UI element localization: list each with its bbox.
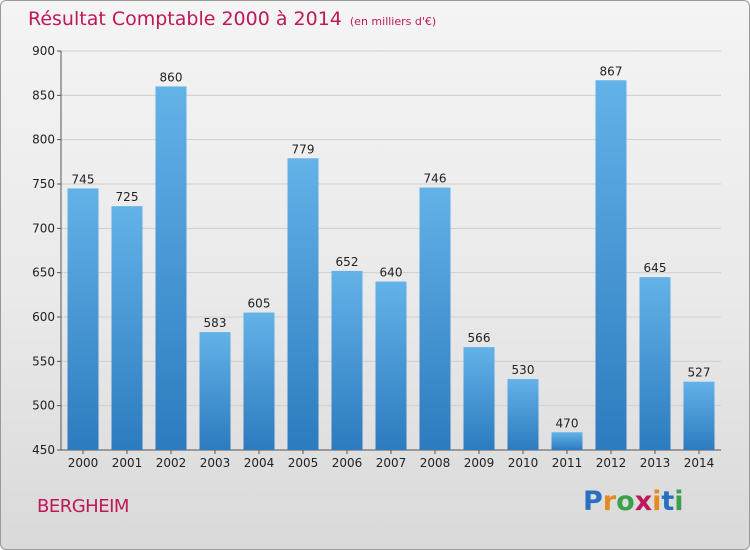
bar	[683, 381, 715, 450]
y-tick-label: 700	[32, 221, 55, 235]
logo-letter: o	[616, 486, 635, 517]
logo-letter: i	[652, 486, 662, 517]
proxiti-logo[interactable]: Proxiti	[583, 486, 684, 517]
y-tick-label: 650	[32, 266, 55, 280]
data-label: 652	[336, 255, 359, 269]
logo-letter: r	[602, 486, 617, 517]
logo-letter: t	[661, 486, 675, 517]
plot-area: 450 500 550 600 650 700 750 800 850 900 745 2000 725…	[32, 44, 721, 470]
data-label: 867	[600, 64, 623, 78]
data-label: 645	[644, 261, 667, 275]
x-tick-label: 2005	[288, 456, 319, 470]
x-tick-label: 2008	[420, 456, 451, 470]
x-tick-label: 2011	[552, 456, 583, 470]
x-tick-label: 2002	[156, 456, 187, 470]
bar	[331, 270, 363, 450]
bar	[243, 312, 275, 450]
data-label: 566	[468, 331, 491, 345]
logo-letter: i	[674, 486, 684, 517]
data-label: 745	[72, 172, 95, 186]
bar	[551, 432, 583, 450]
data-label: 470	[556, 416, 579, 430]
bar	[375, 281, 407, 450]
commune-name: BERGHEIM	[37, 496, 129, 517]
x-tick-label: 2003	[200, 456, 231, 470]
y-tick-label: 750	[32, 177, 55, 191]
x-tick-label: 2004	[244, 456, 275, 470]
bar	[419, 187, 451, 450]
y-tick-label: 450	[32, 443, 55, 457]
y-tick-label: 500	[32, 399, 55, 413]
x-tick-label: 2007	[376, 456, 407, 470]
bar	[595, 80, 627, 450]
bar	[155, 86, 187, 450]
y-tick-label: 800	[32, 133, 55, 147]
logo-letter: x	[634, 486, 653, 517]
logo-letter: P	[583, 486, 603, 517]
data-label: 725	[116, 190, 139, 204]
data-label: 746	[424, 172, 447, 186]
y-tick-label: 550	[32, 354, 55, 368]
bar	[507, 379, 539, 450]
data-label: 583	[204, 316, 227, 330]
bar	[463, 347, 495, 450]
x-tick-label: 2014	[684, 456, 715, 470]
x-tick-label: 2010	[508, 456, 539, 470]
data-label: 605	[248, 297, 271, 311]
bar	[287, 158, 319, 450]
bar	[67, 188, 99, 450]
data-label: 860	[160, 70, 183, 84]
x-tick-label: 2006	[332, 456, 363, 470]
bar	[639, 277, 671, 450]
chart-title: Résultat Comptable 2000 à 2014 (en millie…	[28, 8, 436, 30]
x-tick-label: 2013	[640, 456, 671, 470]
data-label: 779	[292, 142, 315, 156]
y-tick-label: 850	[32, 88, 55, 102]
x-tick-label: 2000	[68, 456, 99, 470]
unit-text: (en milliers d'€)	[349, 15, 437, 28]
bar	[199, 332, 231, 450]
data-label: 530	[512, 363, 535, 377]
x-tick-label: 2012	[596, 456, 627, 470]
bar	[111, 206, 143, 450]
y-tick-label: 900	[32, 44, 55, 58]
y-tick-label: 600	[32, 310, 55, 324]
title-text: Résultat Comptable 2000 à 2014	[28, 8, 342, 30]
data-label: 640	[380, 266, 403, 280]
x-tick-label: 2009	[464, 456, 495, 470]
x-tick-label: 2001	[112, 456, 143, 470]
data-label: 527	[688, 366, 711, 380]
